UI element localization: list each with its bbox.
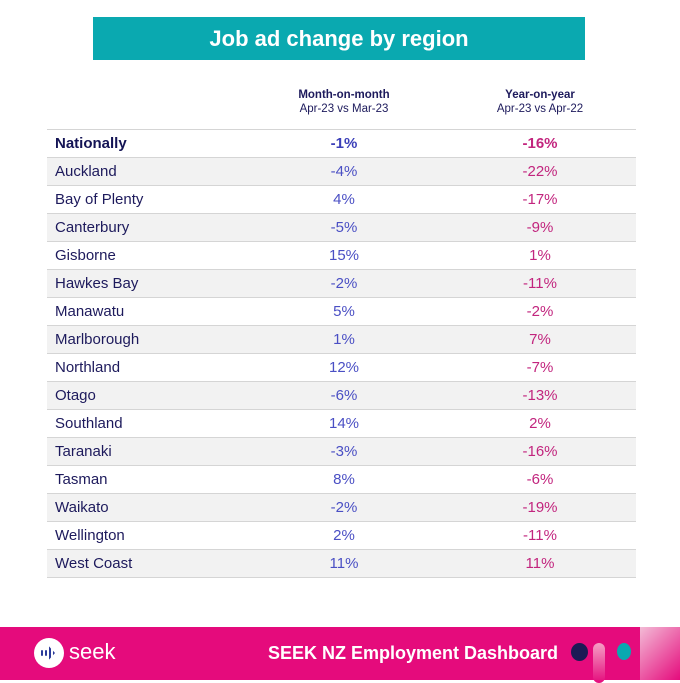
- footer-title: SEEK NZ Employment Dashboard: [268, 643, 559, 663]
- mom-cell: 2%: [333, 527, 355, 544]
- mom-cell: -2%: [330, 499, 358, 516]
- mom-cell: 15%: [328, 247, 360, 264]
- table-row: Canterbury -5% -9%: [47, 214, 636, 242]
- mom-cell: -6%: [330, 387, 358, 404]
- region-cell: Waikato: [55, 499, 109, 516]
- table-row: Wellington 2% -11%: [47, 522, 636, 550]
- region-cell: Otago: [55, 387, 96, 404]
- yoy-cell: 7%: [529, 331, 551, 348]
- region-cell: Canterbury: [55, 219, 130, 236]
- mom-cell: 14%: [328, 415, 360, 432]
- region-cell: Tasman: [55, 471, 108, 488]
- table-row: Gisborne 15% 1%: [47, 242, 636, 270]
- page-title: Job ad change by region: [93, 17, 585, 60]
- table-row: West Coast 11% 11%: [47, 550, 636, 578]
- table-row: Bay of Plenty 4% -17%: [47, 186, 636, 214]
- yoy-cell: -2%: [526, 303, 554, 320]
- mom-cell: 12%: [328, 359, 360, 376]
- mom-cell: 5%: [333, 303, 355, 320]
- column-header-yoy: Year-on-year Apr-23 vs Apr-22: [496, 89, 584, 115]
- mom-cell: 8%: [333, 471, 355, 488]
- mom-cell: -3%: [330, 443, 358, 460]
- yoy-cell: 1%: [529, 247, 551, 264]
- region-cell: Bay of Plenty: [55, 191, 144, 208]
- region-cell: Taranaki: [55, 443, 112, 460]
- yoy-cell: -22%: [522, 163, 558, 180]
- column-header-mom: Month-on-month Apr-23 vs Mar-23: [298, 89, 390, 115]
- table-row: Southland 14% 2%: [47, 410, 636, 438]
- mom-cell: -1%: [330, 135, 358, 152]
- mom-cell: 11%: [329, 555, 359, 572]
- region-cell: West Coast: [55, 555, 133, 572]
- yoy-cell: -16%: [522, 443, 558, 460]
- yoy-cell: -19%: [522, 499, 558, 516]
- region-cell: Nationally: [55, 135, 127, 152]
- table-row: Marlborough 1% 7%: [47, 326, 636, 354]
- table-row: Nationally -1% -16%: [47, 130, 636, 158]
- decorative-bar: [593, 643, 605, 683]
- footer: seek SEEK NZ Employment Dashboard: [0, 627, 680, 683]
- table-row: Manawatu 5% -2%: [47, 298, 636, 326]
- region-cell: Southland: [55, 415, 123, 432]
- yoy-cell: -7%: [526, 359, 554, 376]
- region-cell: Auckland: [55, 163, 117, 180]
- mom-cell: 1%: [333, 331, 355, 348]
- table-row: Northland 12% -7%: [47, 354, 636, 382]
- yoy-cell: -11%: [523, 275, 557, 292]
- region-table: Nationally -1% -16% Auckland -4% -22% Bay of P…: [47, 129, 636, 578]
- mom-cell: -5%: [330, 219, 358, 236]
- table-row: Tasman 8% -6%: [47, 466, 636, 494]
- seek-logo-text: seek: [69, 639, 116, 664]
- yoy-cell: -16%: [522, 135, 558, 152]
- decorative-dot: [617, 643, 631, 660]
- mom-cell: 4%: [333, 191, 355, 208]
- yoy-cell: 11%: [525, 555, 555, 572]
- table-row: Taranaki -3% -16%: [47, 438, 636, 466]
- mom-cell: -4%: [330, 163, 358, 180]
- decorative-shape: [640, 627, 680, 680]
- region-cell: Marlborough: [55, 331, 140, 348]
- decorative-dot: [571, 643, 588, 661]
- region-cell: Manawatu: [55, 303, 125, 320]
- region-cell: Hawkes Bay: [55, 275, 139, 292]
- region-cell: Wellington: [55, 527, 125, 544]
- table-row: Auckland -4% -22%: [47, 158, 636, 186]
- table-row: Waikato -2% -19%: [47, 494, 636, 522]
- table-row: Otago -6% -13%: [47, 382, 636, 410]
- region-cell: Gisborne: [55, 247, 116, 264]
- region-cell: Northland: [55, 359, 121, 376]
- mom-cell: -2%: [330, 275, 358, 292]
- yoy-cell: -9%: [526, 219, 554, 236]
- seek-logo-icon: [34, 638, 64, 668]
- table-row: Hawkes Bay -2% -11%: [47, 270, 636, 298]
- yoy-cell: -6%: [526, 471, 554, 488]
- yoy-cell: -11%: [523, 527, 557, 544]
- yoy-cell: -17%: [522, 191, 558, 208]
- yoy-cell: 2%: [529, 415, 551, 432]
- yoy-cell: -13%: [522, 387, 558, 404]
